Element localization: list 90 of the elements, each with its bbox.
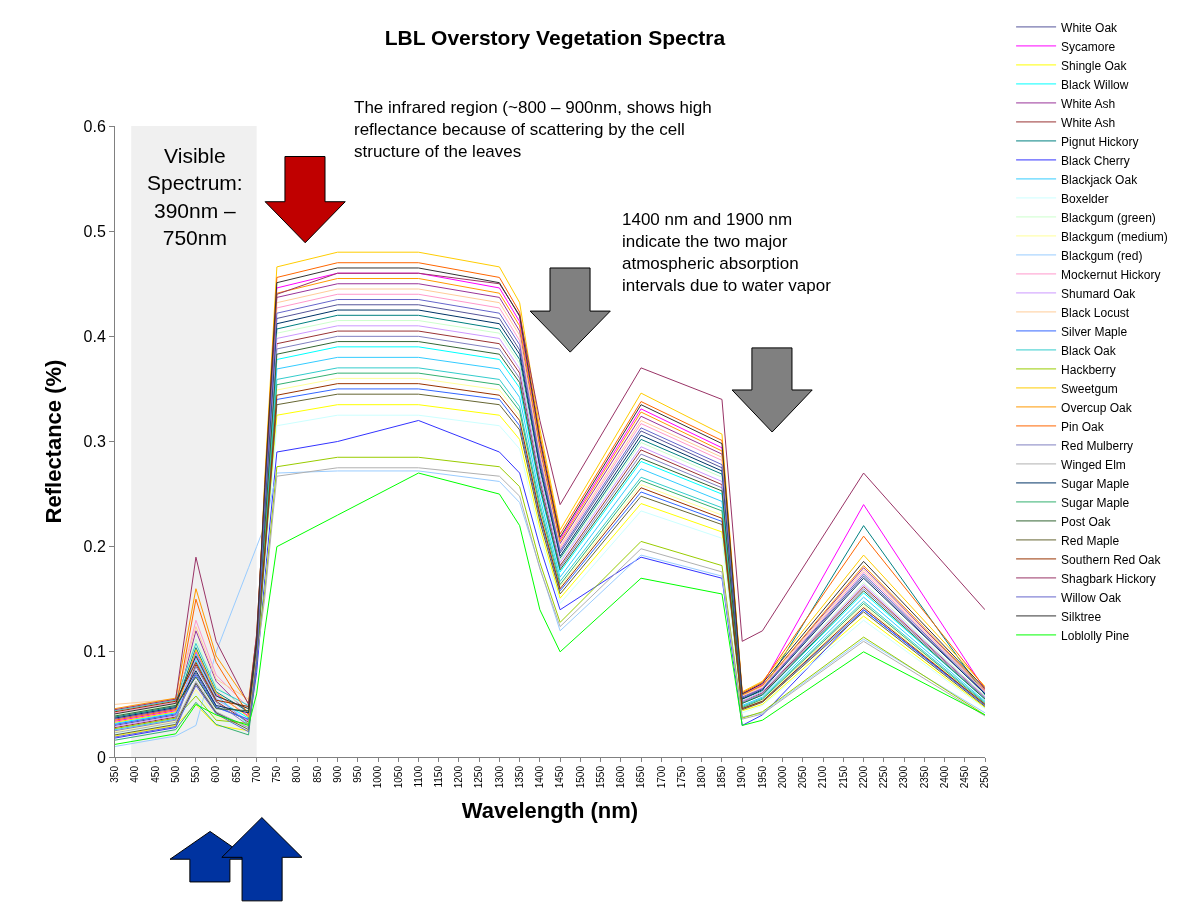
x-tick-label: 700: [250, 765, 262, 783]
legend-label: Black Locust: [1061, 305, 1130, 320]
y-tick-label: 0.4: [83, 327, 106, 345]
x-tick-label: 950: [352, 765, 364, 783]
x-tick-label: 750: [271, 765, 283, 783]
x-tick-label: 1250: [473, 765, 485, 789]
y-tick-label: 0: [96, 748, 106, 766]
x-tick-label: 350: [109, 765, 121, 783]
x-tick-label: 1500: [574, 765, 586, 789]
legend-label: Sweetgum: [1061, 381, 1118, 396]
legend-label: Shingle Oak: [1061, 58, 1128, 73]
x-tick-label: 2350: [918, 765, 930, 789]
legend-label: Hackberry: [1061, 362, 1116, 377]
legend-label: Pignut Hickory: [1061, 134, 1139, 149]
x-tick-label: 2250: [878, 765, 890, 789]
x-tick-label: 1800: [695, 765, 707, 789]
y-tick-label: 0.1: [83, 643, 106, 661]
x-tick-label: 1200: [453, 765, 465, 789]
legend-label: Red Maple: [1061, 533, 1120, 548]
legend-label: Shumard Oak: [1061, 286, 1137, 301]
x-tick-label: 1850: [716, 765, 728, 789]
x-tick-label: 550: [190, 765, 202, 783]
x-tick-label: 2300: [898, 765, 910, 789]
legend-label: Shagbark Hickory: [1061, 571, 1156, 586]
legend-label: Boxelder: [1061, 191, 1109, 206]
x-tick-label: 850: [311, 765, 323, 783]
legend-label: Sugar Maple: [1061, 495, 1130, 510]
legend-label: Sugar Maple: [1061, 476, 1130, 491]
x-tick-label: 1650: [635, 765, 647, 789]
chart-title: LBL Overstory Vegetation Spectra: [384, 25, 726, 49]
legend-label: Loblolly Pine: [1061, 628, 1130, 643]
legend-label: Pin Oak: [1061, 419, 1105, 434]
x-tick-label: 2400: [938, 765, 950, 789]
x-tick-label: 1900: [736, 765, 748, 789]
x-axis-title: Wavelength (nm): [461, 798, 639, 824]
x-tick-label: 1750: [675, 765, 687, 789]
x-tick-label: 1400: [534, 765, 546, 789]
x-tick-label: 800: [291, 765, 303, 783]
legend-label: Southern Red Oak: [1061, 552, 1162, 567]
annotation: Visible Spectrum: 390nm – 750nm: [147, 144, 243, 249]
legend-label: Post Oak: [1061, 514, 1112, 529]
x-tick-label: 1550: [594, 765, 606, 789]
legend-label: Mockernut Hickory: [1061, 267, 1161, 282]
y-tick-label: 0.3: [83, 433, 106, 451]
x-tick-label: 1100: [412, 765, 424, 788]
x-tick-label: 1450: [554, 765, 566, 789]
legend-label: White Oak: [1061, 20, 1119, 35]
x-tick-label: 400: [129, 765, 141, 783]
y-tick-label: 0.6: [83, 117, 106, 135]
y-tick-label: 0.5: [83, 222, 106, 240]
x-tick-label: 2500: [979, 765, 991, 789]
x-tick-label: 500: [169, 765, 181, 783]
x-tick-label: 900: [331, 765, 343, 783]
x-tick-label: 2450: [959, 765, 971, 789]
legend-label: Winged Elm: [1061, 457, 1126, 472]
legend-label: Black Willow: [1061, 77, 1129, 92]
x-tick-label: 1300: [493, 765, 505, 789]
x-tick-label: 600: [210, 765, 222, 783]
x-tick-label: 1700: [655, 765, 667, 789]
legend-label: White Ash: [1061, 115, 1116, 130]
annotation: 1400 nm and 1900 nm indicate the two major atmospheric absorption intervals due to water vapor: [622, 210, 832, 296]
x-tick-label: 2050: [797, 765, 809, 789]
legend-label: Blackgum (green): [1061, 210, 1156, 225]
x-tick-label: 2100: [817, 765, 829, 789]
legend-label: White Ash: [1061, 96, 1116, 111]
x-tick-label: 2200: [857, 765, 869, 789]
x-tick-label: 1950: [756, 765, 768, 789]
legend-label: Silktree: [1061, 609, 1102, 624]
legend-label: Black Oak: [1061, 343, 1117, 358]
legend-label: Black Cherry: [1061, 153, 1130, 168]
x-tick-label: 450: [149, 765, 161, 783]
x-tick-label: 2000: [776, 765, 788, 789]
legend-label: Overcup Oak: [1061, 400, 1133, 415]
legend-label: Red Mulberry: [1061, 438, 1134, 453]
x-tick-label: 1350: [513, 765, 525, 789]
x-tick-label: 1150: [432, 765, 444, 788]
x-tick-label: 2150: [837, 765, 849, 789]
x-tick-label: 1000: [372, 765, 384, 789]
legend-label: Sycamore: [1061, 39, 1116, 54]
legend-label: Blackgum (medium): [1061, 229, 1168, 244]
legend-label: Blackjack Oak: [1061, 172, 1139, 187]
legend-label: Blackgum (red): [1061, 248, 1143, 263]
y-axis-title: Reflectance (%): [41, 359, 67, 524]
x-tick-label: 1050: [392, 765, 404, 789]
y-tick-label: 0.2: [83, 538, 106, 556]
x-tick-label: 1600: [615, 765, 627, 789]
legend-label: Silver Maple: [1061, 324, 1128, 339]
annotation: The infrared region (~800 – 900nm, shows high reflectance because of scattering by the cell structure of the leaves: [354, 98, 712, 162]
x-tick-label: 650: [230, 765, 242, 783]
legend-label: Willow Oak: [1061, 590, 1123, 605]
